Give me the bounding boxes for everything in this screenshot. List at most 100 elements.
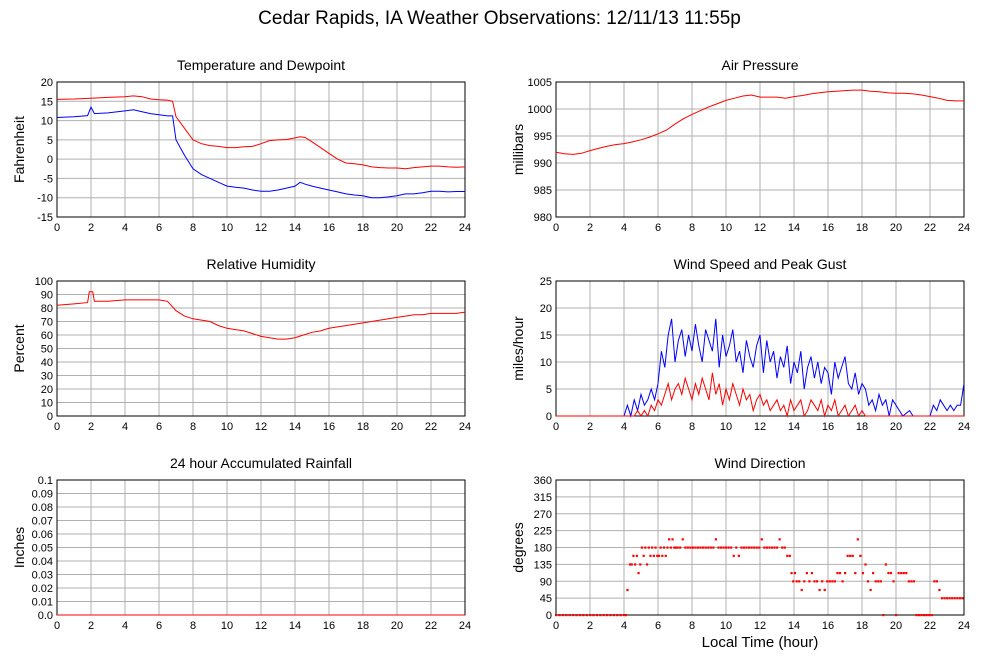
data-point: [768, 546, 771, 549]
data-point: [943, 597, 946, 600]
data-point: [673, 546, 676, 549]
data-point: [776, 546, 779, 549]
y-tick-label: 0.05: [32, 543, 53, 555]
y-tick-label: 135: [534, 559, 552, 571]
data-point: [606, 614, 609, 617]
chart-title: Air Pressure: [721, 57, 798, 73]
data-point: [879, 580, 882, 583]
data-point: [616, 614, 619, 617]
data-point: [609, 614, 612, 617]
data-point: [652, 554, 655, 557]
x-tick-label: 4: [621, 421, 627, 433]
data-point: [792, 580, 795, 583]
data-point: [900, 572, 903, 575]
data-point: [634, 563, 637, 566]
series-line: [556, 372, 964, 418]
x-tick-label: 10: [720, 620, 732, 632]
x-tick-label: 18: [357, 222, 369, 234]
y-axis-label: degrees: [510, 522, 526, 573]
x-tick-label: 16: [822, 421, 834, 433]
plot-frame: [56, 81, 466, 218]
x-tick-label: 20: [391, 421, 403, 433]
y-tick-label: 10: [540, 357, 552, 369]
x-tick-label: 20: [890, 421, 902, 433]
data-point: [910, 580, 913, 583]
data-point: [742, 546, 746, 549]
x-tick-label: 0: [553, 421, 559, 433]
y-tick-label: 0.04: [32, 556, 53, 568]
data-point: [630, 563, 633, 566]
data-point: [572, 614, 575, 617]
data-point: [671, 538, 674, 541]
data-point: [760, 538, 763, 541]
x-tick-label: 8: [689, 421, 695, 433]
data-point: [836, 572, 839, 575]
y-tick-label: 50: [41, 344, 53, 356]
x-tick-label: 0: [553, 620, 559, 632]
y-tick-label: 0.01: [32, 597, 53, 609]
data-point: [925, 614, 928, 617]
data-point: [732, 554, 735, 557]
x-tick-label: 24: [958, 421, 970, 433]
data-point: [722, 546, 725, 549]
data-point: [841, 580, 844, 583]
x-tick-label: 8: [689, 620, 695, 632]
y-tick-label: 360: [534, 475, 552, 487]
data-point: [712, 546, 715, 549]
y-tick-label: 90: [540, 576, 552, 588]
data-point: [808, 580, 811, 583]
y-tick-label: 20: [540, 303, 552, 315]
data-point: [828, 580, 831, 583]
x-tick-label: 16: [822, 222, 834, 234]
y-tick-label: 270: [534, 509, 552, 521]
plot-frame: [56, 280, 466, 417]
x-tick-label: 18: [856, 620, 868, 632]
data-point: [940, 597, 944, 600]
data-point: [790, 572, 793, 575]
data-point: [691, 546, 695, 549]
data-point: [645, 563, 649, 566]
x-tick-label: 14: [289, 421, 301, 433]
x-tick-label: 10: [221, 421, 233, 433]
chart-title: Relative Humidity: [207, 256, 316, 272]
data-point: [773, 546, 776, 549]
x-tick-label: 24: [958, 620, 970, 632]
data-point: [727, 546, 730, 549]
x-tick-label: 4: [122, 620, 128, 632]
data-point: [585, 614, 588, 617]
data-point: [747, 546, 751, 549]
y-tick-label: 995: [534, 131, 552, 143]
data-point: [699, 546, 702, 549]
x-tick-label: 2: [88, 421, 94, 433]
x-tick-label: 4: [122, 421, 128, 433]
data-point: [659, 546, 662, 549]
data-point: [948, 597, 951, 600]
data-point: [740, 546, 743, 549]
x-tick-label: 12: [754, 620, 766, 632]
plot-frame: [555, 81, 965, 218]
data-point: [661, 554, 664, 557]
y-tick-label: 5: [546, 384, 552, 396]
x-tick-label: 6: [655, 421, 661, 433]
y-tick-label: 0: [47, 411, 53, 423]
y-tick-label: 1005: [528, 77, 552, 89]
data-point: [755, 546, 758, 549]
data-point: [907, 580, 910, 583]
data-point: [647, 546, 650, 549]
data-point: [849, 554, 852, 557]
data-point: [696, 546, 700, 549]
data-point: [649, 554, 652, 557]
x-tick-label: 14: [289, 620, 301, 632]
data-point: [709, 546, 712, 549]
x-tick-label: 20: [890, 620, 902, 632]
data-point: [555, 614, 558, 617]
data-point: [833, 580, 836, 583]
y-tick-label: 980: [534, 212, 552, 224]
y-tick-label: 0.07: [32, 516, 53, 528]
data-point: [565, 614, 568, 617]
data-point: [681, 538, 684, 541]
data-point: [679, 546, 682, 549]
x-tick-label: 0: [54, 222, 60, 234]
x-tick-label: 24: [958, 222, 970, 234]
